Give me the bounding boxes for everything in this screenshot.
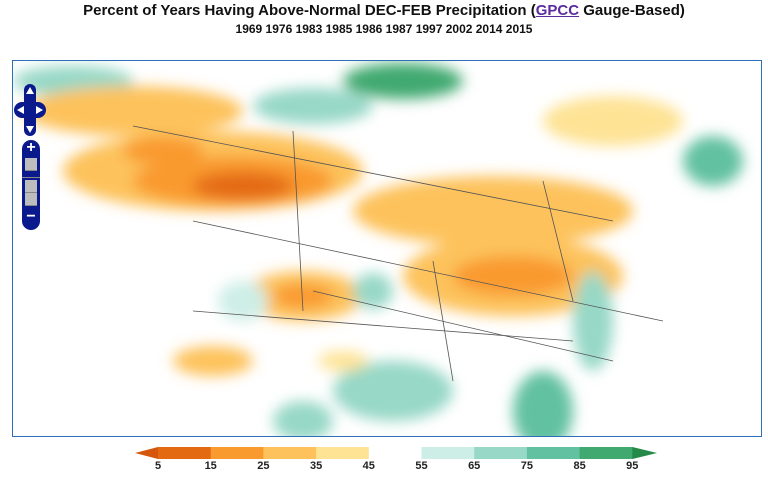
pan-up-icon (26, 87, 34, 94)
colorbar-segment (158, 447, 212, 459)
pan-control[interactable] (14, 84, 46, 136)
colorbar (135, 447, 657, 459)
colorbar-tick-label: 75 (520, 460, 534, 472)
colorbar-tick-label: 85 (573, 460, 586, 472)
colorbar-segment (210, 447, 264, 459)
colorbar-segment (526, 447, 581, 459)
colorbar-tick-label: 25 (257, 460, 270, 472)
gpcc-link[interactable]: GPCC (535, 2, 580, 19)
colorbar-tick-label: 55 (415, 460, 428, 472)
colorbar-segment (579, 447, 633, 459)
colorbar-segment (263, 447, 317, 459)
colorbar-tick-label: 95 (626, 460, 639, 472)
years-list: 1969 1976 1983 1985 1986 1987 1997 2002 … (235, 22, 533, 36)
pan-left-icon (17, 106, 24, 114)
title-suffix: Gauge-Based) (579, 2, 685, 19)
zoom-out-button[interactable]: − (26, 208, 36, 225)
colorbar-segment (368, 447, 422, 459)
colorbar-tick-label: 5 (154, 460, 162, 472)
zoom-level[interactable] (25, 193, 37, 206)
colorbar-high-arrow (632, 447, 657, 459)
colorbar-tick-label: 35 (309, 460, 323, 472)
zoom-in-button[interactable]: + (26, 139, 36, 156)
colorbar-tick-label: 65 (468, 460, 481, 472)
colorbar-tick-label: 15 (204, 460, 217, 472)
map-title: Percent of Years Having Above-Normal DEC… (0, 2, 768, 19)
pan-right-icon (36, 106, 43, 114)
colorbar-segment (474, 447, 528, 459)
map-layer (13, 63, 743, 436)
colorbar-low-arrow (135, 447, 158, 459)
colorbar-segment (421, 447, 475, 459)
colorbar-tick-label: 45 (362, 460, 375, 472)
pan-down-icon (26, 126, 34, 133)
title-prefix: Percent of Years Having Above-Normal DEC… (83, 2, 536, 19)
zoom-control: + − (22, 140, 40, 230)
zoom-level[interactable] (25, 180, 37, 193)
zoom-level[interactable] (25, 158, 37, 171)
precipitation-map[interactable] (12, 60, 762, 437)
zoom-slider-handle[interactable] (22, 171, 40, 178)
colorbar-segment (316, 447, 370, 459)
